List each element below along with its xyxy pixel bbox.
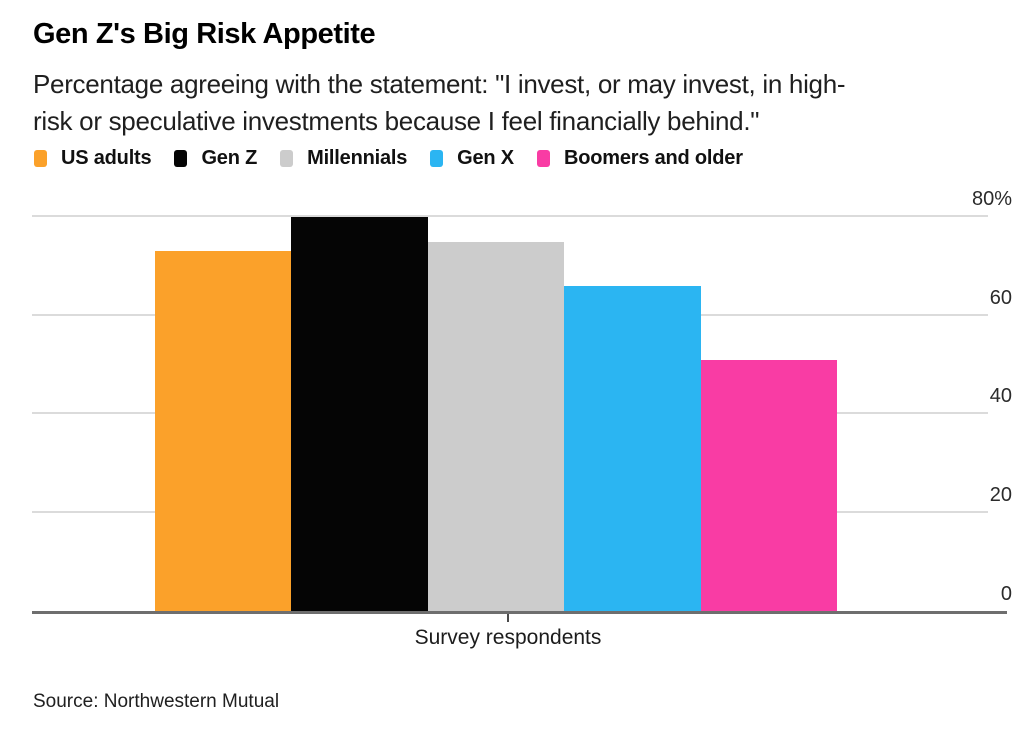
subtitle-line-1: Percentage agreeing with the statement: … bbox=[33, 69, 846, 99]
x-axis-line bbox=[32, 611, 1007, 614]
legend-item-us-adults: US adults bbox=[34, 147, 152, 170]
y-tick-label-20: 20 bbox=[989, 483, 1012, 506]
legend-label: Millennials bbox=[307, 147, 408, 169]
legend-item-boomers-and-older: Boomers and older bbox=[536, 147, 743, 170]
legend-item-gen-z: Gen Z bbox=[174, 147, 257, 170]
legend-label: US adults bbox=[61, 147, 152, 169]
chart-subtitle: Percentage agreeing with the statement: … bbox=[33, 66, 846, 140]
legend-label: Gen Z bbox=[201, 147, 258, 169]
chart-title: Gen Z's Big Risk Appetite bbox=[33, 18, 376, 50]
legend-swatch-icon bbox=[430, 150, 444, 167]
legend-label: Gen X bbox=[457, 147, 514, 169]
bar-gen-x bbox=[564, 285, 701, 611]
y-tick-label-80: 80% bbox=[971, 188, 1012, 210]
x-axis-tick bbox=[507, 614, 509, 622]
x-axis-label: Survey respondents bbox=[414, 626, 602, 649]
legend-item-gen-x: Gen X bbox=[430, 147, 514, 170]
source-note: Source: Northwestern Mutual bbox=[33, 691, 280, 712]
gridline-80 bbox=[32, 215, 988, 217]
legend-label: Boomers and older bbox=[563, 147, 743, 169]
bar-millennials bbox=[427, 241, 565, 611]
y-tick-label-0: 0 bbox=[1000, 583, 1012, 605]
legend-item-millennials: Millennials bbox=[280, 147, 407, 170]
legend-swatch-icon bbox=[34, 150, 47, 167]
bar-boomers-and-older bbox=[700, 359, 837, 611]
legend-swatch-icon bbox=[280, 150, 294, 167]
y-tick-label-60: 60 bbox=[989, 286, 1012, 309]
chart-legend: US adults Gen Z Millennials Gen X Boomers an… bbox=[34, 147, 743, 170]
bar-us-adults bbox=[155, 251, 292, 611]
bar-gen-z bbox=[291, 217, 428, 611]
legend-swatch-icon bbox=[174, 150, 188, 167]
legend-swatch-icon bbox=[536, 150, 550, 167]
subtitle-line-2: risk or speculative investments because … bbox=[33, 106, 760, 136]
y-tick-label-40: 40 bbox=[989, 385, 1012, 407]
